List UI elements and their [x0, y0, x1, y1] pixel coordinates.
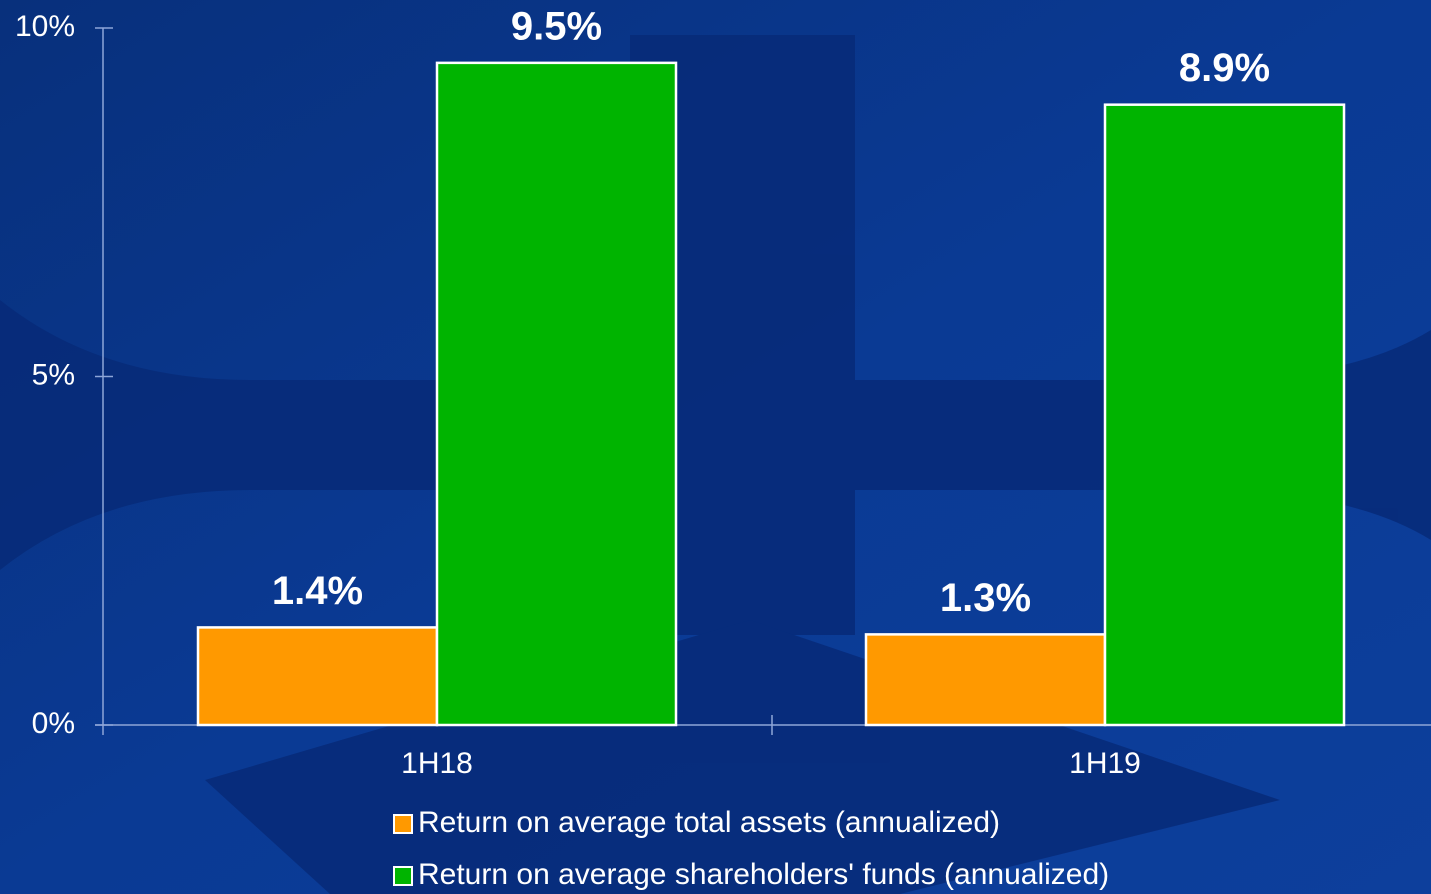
value-label: 1.3%: [940, 576, 1031, 620]
legend-swatch: [393, 866, 413, 886]
legend-swatch: [393, 814, 413, 834]
bar: [1103, 103, 1346, 727]
y-tick-label: 10%: [15, 10, 75, 43]
y-tick-label: 0%: [32, 707, 75, 740]
bar: [864, 633, 1107, 727]
value-label: 8.9%: [1179, 46, 1270, 90]
x-tick-label: 1H18: [401, 747, 473, 780]
legend-label: Return on average total assets (annualiz…: [418, 806, 1000, 839]
legend-label: Return on average shareholders' funds (a…: [418, 858, 1109, 891]
y-tick-label: 5%: [32, 358, 75, 391]
bar: [196, 626, 439, 727]
value-label: 9.5%: [511, 4, 602, 48]
bar: [435, 61, 678, 727]
value-label: 1.4%: [272, 569, 363, 613]
x-tick-label: 1H19: [1069, 747, 1141, 780]
